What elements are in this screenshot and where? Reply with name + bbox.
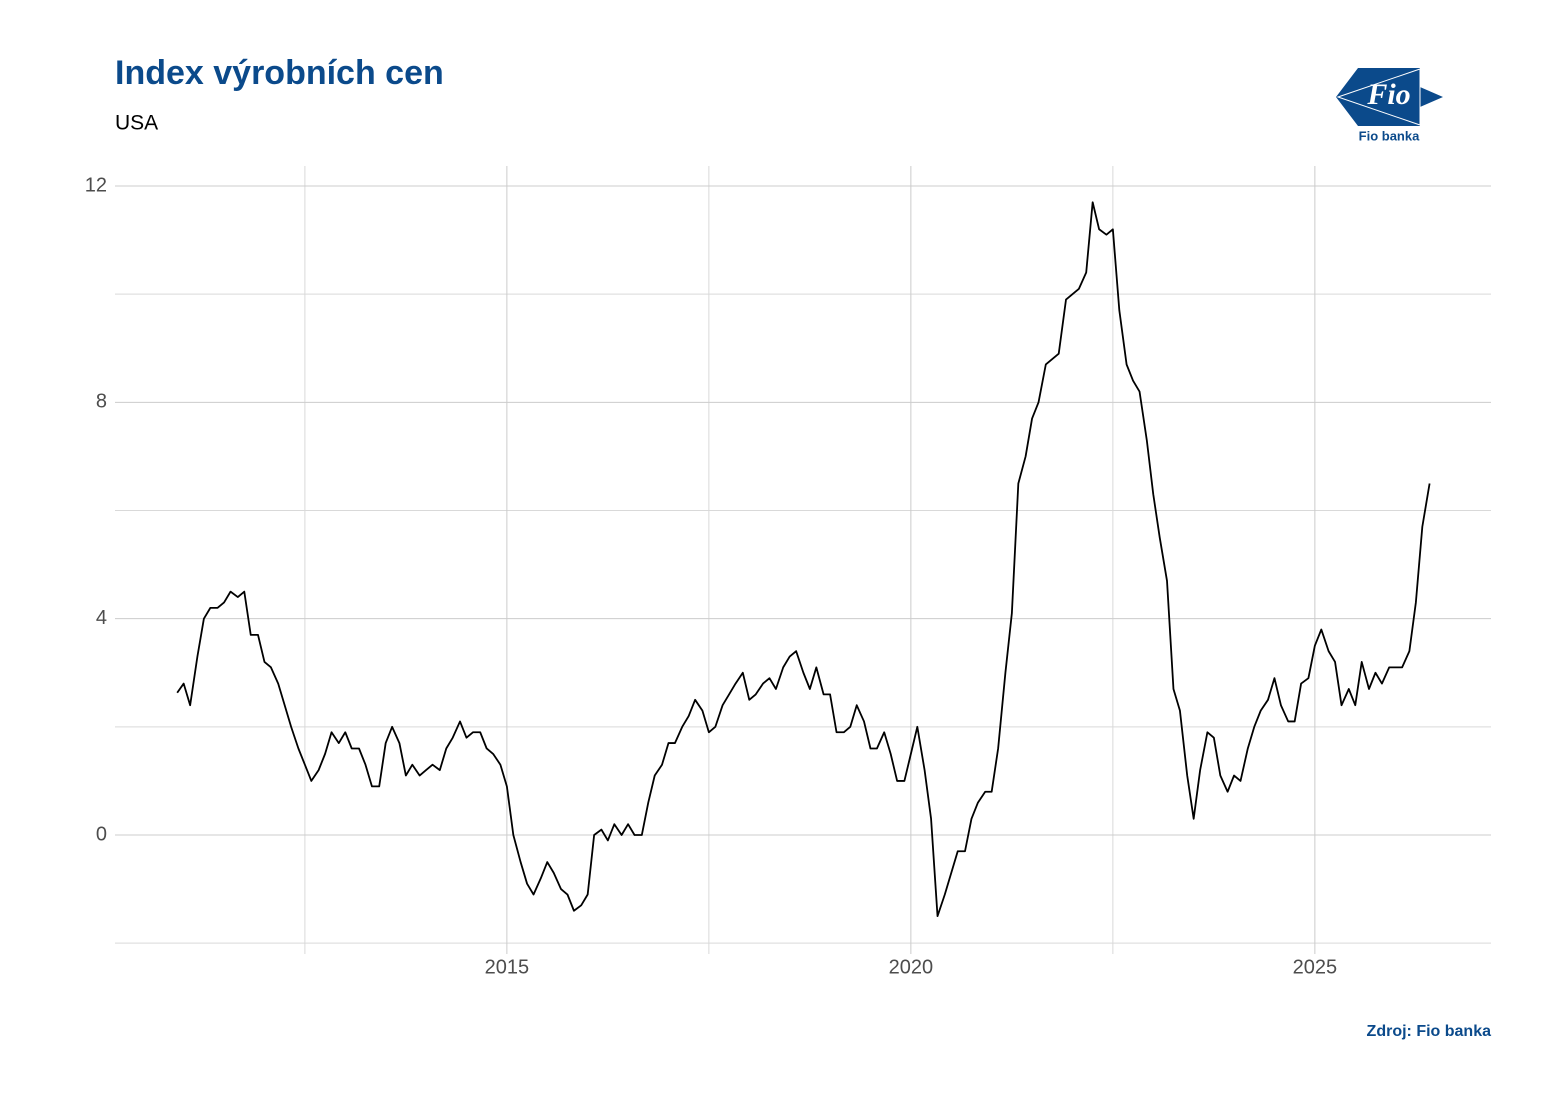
logo: Fio Fio banka [1336, 68, 1443, 143]
x-tick-label: 2025 [1293, 956, 1338, 978]
chart-title: Index výrobních cen [115, 54, 444, 92]
y-tick-label: 12 [85, 174, 107, 196]
x-tick-label: 2020 [889, 956, 934, 978]
chart-subtitle: USA [115, 112, 158, 135]
logo-name: Fio banka [1359, 128, 1420, 143]
logo-shape [1336, 68, 1443, 126]
y-tick-label: 8 [96, 391, 107, 413]
y-tick-label: 0 [96, 823, 107, 845]
logo-mark: Fio [1366, 78, 1410, 111]
source-note: Zdroj: Fio banka [1367, 1023, 1492, 1040]
logo-outline [1336, 68, 1421, 126]
y-tick-label: 4 [96, 607, 107, 629]
data-line [176, 201, 1431, 918]
x-tick-label: 2015 [485, 956, 530, 978]
